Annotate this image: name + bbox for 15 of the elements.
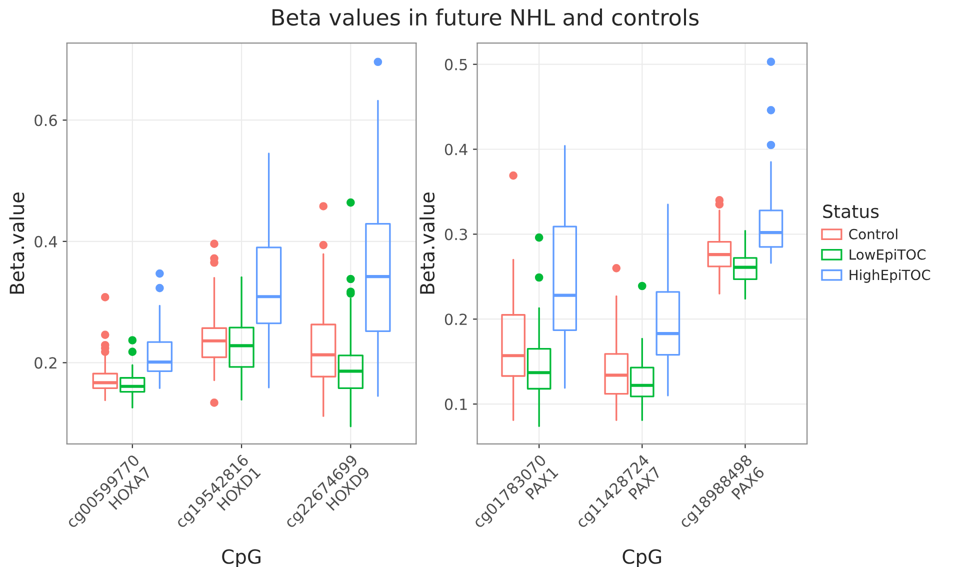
legend-title: Status — [823, 204, 879, 218]
y-tick-label: 0.6 — [34, 114, 57, 126]
y-tick-label: 0.5 — [444, 58, 467, 70]
y-axis-title: Beta.value — [420, 192, 435, 294]
legend-label: Control — [849, 228, 898, 240]
legend-label: LowEpiTOC — [850, 249, 926, 262]
y-tick-label: 0.2 — [444, 314, 467, 326]
legend-label: HighEpiTOC — [850, 269, 930, 283]
y-axis-title: Beta.value — [9, 192, 24, 294]
y-tick-label: 0.4 — [444, 144, 468, 156]
y-tick-label: 0.2 — [34, 357, 56, 369]
text: Beta values in future NHL and controls — [272, 8, 699, 26]
y-tick-label: 0.3 — [444, 228, 467, 240]
y-tick-label: 0.1 — [444, 398, 467, 410]
y-tick-label: 0.4 — [34, 236, 58, 248]
